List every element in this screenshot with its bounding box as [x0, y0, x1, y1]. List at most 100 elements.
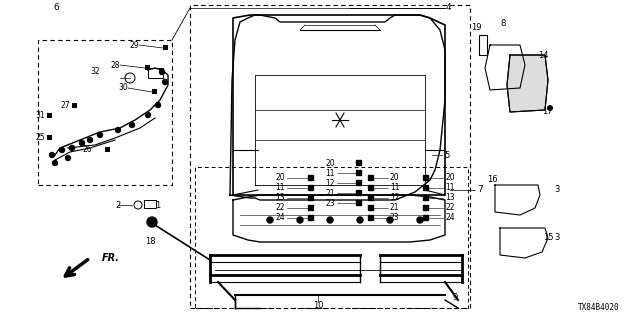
Bar — [356, 180, 361, 185]
Bar — [356, 190, 361, 195]
Circle shape — [156, 102, 161, 108]
Text: 21: 21 — [390, 204, 399, 212]
Bar — [423, 215, 428, 220]
Circle shape — [129, 123, 134, 127]
Text: 24: 24 — [275, 213, 285, 222]
Text: FR.: FR. — [102, 253, 120, 263]
Text: 2: 2 — [115, 201, 120, 210]
Text: 10: 10 — [313, 300, 323, 309]
Text: 26: 26 — [83, 146, 92, 155]
Text: 23: 23 — [390, 213, 399, 222]
Bar — [356, 160, 361, 165]
Bar — [190, 5, 470, 308]
Text: 11: 11 — [390, 183, 399, 193]
Bar — [38, 40, 172, 185]
Text: 8: 8 — [500, 19, 506, 28]
Polygon shape — [507, 55, 548, 112]
Circle shape — [297, 217, 303, 223]
Text: TX84B4020: TX84B4020 — [579, 303, 620, 312]
Circle shape — [97, 132, 102, 138]
Text: 21: 21 — [326, 188, 335, 197]
Circle shape — [163, 79, 168, 84]
Circle shape — [49, 153, 54, 157]
Text: 28: 28 — [111, 60, 120, 69]
Text: 3: 3 — [554, 186, 560, 195]
Bar — [368, 185, 373, 190]
Text: 22: 22 — [275, 204, 285, 212]
Circle shape — [417, 217, 423, 223]
Text: 30: 30 — [118, 84, 128, 92]
Text: 19: 19 — [471, 23, 481, 33]
Bar — [47, 113, 52, 118]
Bar — [423, 175, 428, 180]
Bar — [308, 175, 313, 180]
Bar — [308, 205, 313, 210]
Text: 17: 17 — [541, 108, 552, 116]
Bar — [152, 89, 157, 94]
Bar — [423, 195, 428, 200]
Bar — [145, 65, 150, 70]
Text: 3: 3 — [554, 233, 560, 242]
Circle shape — [65, 156, 70, 161]
Bar — [356, 200, 361, 205]
Circle shape — [267, 217, 273, 223]
Circle shape — [70, 146, 74, 150]
Text: 6: 6 — [53, 4, 59, 12]
Bar — [423, 205, 428, 210]
Text: 4: 4 — [445, 4, 451, 12]
Bar — [308, 215, 313, 220]
Text: 24: 24 — [445, 213, 454, 222]
Bar — [308, 195, 313, 200]
Bar — [195, 167, 468, 308]
Bar — [72, 103, 77, 108]
Bar — [368, 195, 373, 200]
Circle shape — [60, 148, 65, 153]
Text: 20: 20 — [390, 173, 399, 182]
Bar — [368, 215, 373, 220]
Circle shape — [159, 69, 164, 75]
Circle shape — [547, 105, 553, 111]
Text: 20: 20 — [325, 158, 335, 167]
Circle shape — [327, 217, 333, 223]
Text: 13: 13 — [445, 194, 454, 203]
Bar — [105, 147, 110, 152]
Text: 7: 7 — [477, 186, 483, 195]
Circle shape — [79, 140, 84, 146]
Bar — [308, 185, 313, 190]
Text: 20: 20 — [445, 173, 454, 182]
Circle shape — [88, 138, 93, 142]
Text: 11: 11 — [445, 183, 454, 193]
Bar — [368, 205, 373, 210]
Text: 1: 1 — [156, 201, 161, 210]
Text: 16: 16 — [486, 175, 497, 185]
Bar — [144, 200, 156, 208]
Text: 15: 15 — [543, 233, 553, 242]
Circle shape — [115, 127, 120, 132]
Text: 5: 5 — [444, 150, 449, 159]
Bar — [423, 185, 428, 190]
Text: 9: 9 — [452, 293, 458, 302]
Circle shape — [52, 161, 58, 165]
Text: 12: 12 — [390, 194, 399, 203]
Bar — [356, 170, 361, 175]
Text: 25: 25 — [35, 133, 45, 142]
Text: 13: 13 — [275, 194, 285, 203]
Text: 23: 23 — [325, 198, 335, 207]
Circle shape — [145, 113, 150, 117]
Bar — [148, 68, 163, 78]
Bar — [47, 135, 52, 140]
Bar — [479, 35, 487, 55]
Text: 31: 31 — [35, 110, 45, 119]
Text: 22: 22 — [445, 204, 454, 212]
Text: 11: 11 — [326, 169, 335, 178]
Bar — [368, 175, 373, 180]
Circle shape — [147, 217, 157, 227]
Text: 32: 32 — [90, 68, 100, 76]
Text: 11: 11 — [275, 183, 285, 193]
Text: 12: 12 — [326, 179, 335, 188]
Text: 20: 20 — [275, 173, 285, 182]
Bar — [163, 45, 168, 50]
Text: 14: 14 — [538, 51, 548, 60]
Circle shape — [357, 217, 363, 223]
Circle shape — [387, 217, 393, 223]
